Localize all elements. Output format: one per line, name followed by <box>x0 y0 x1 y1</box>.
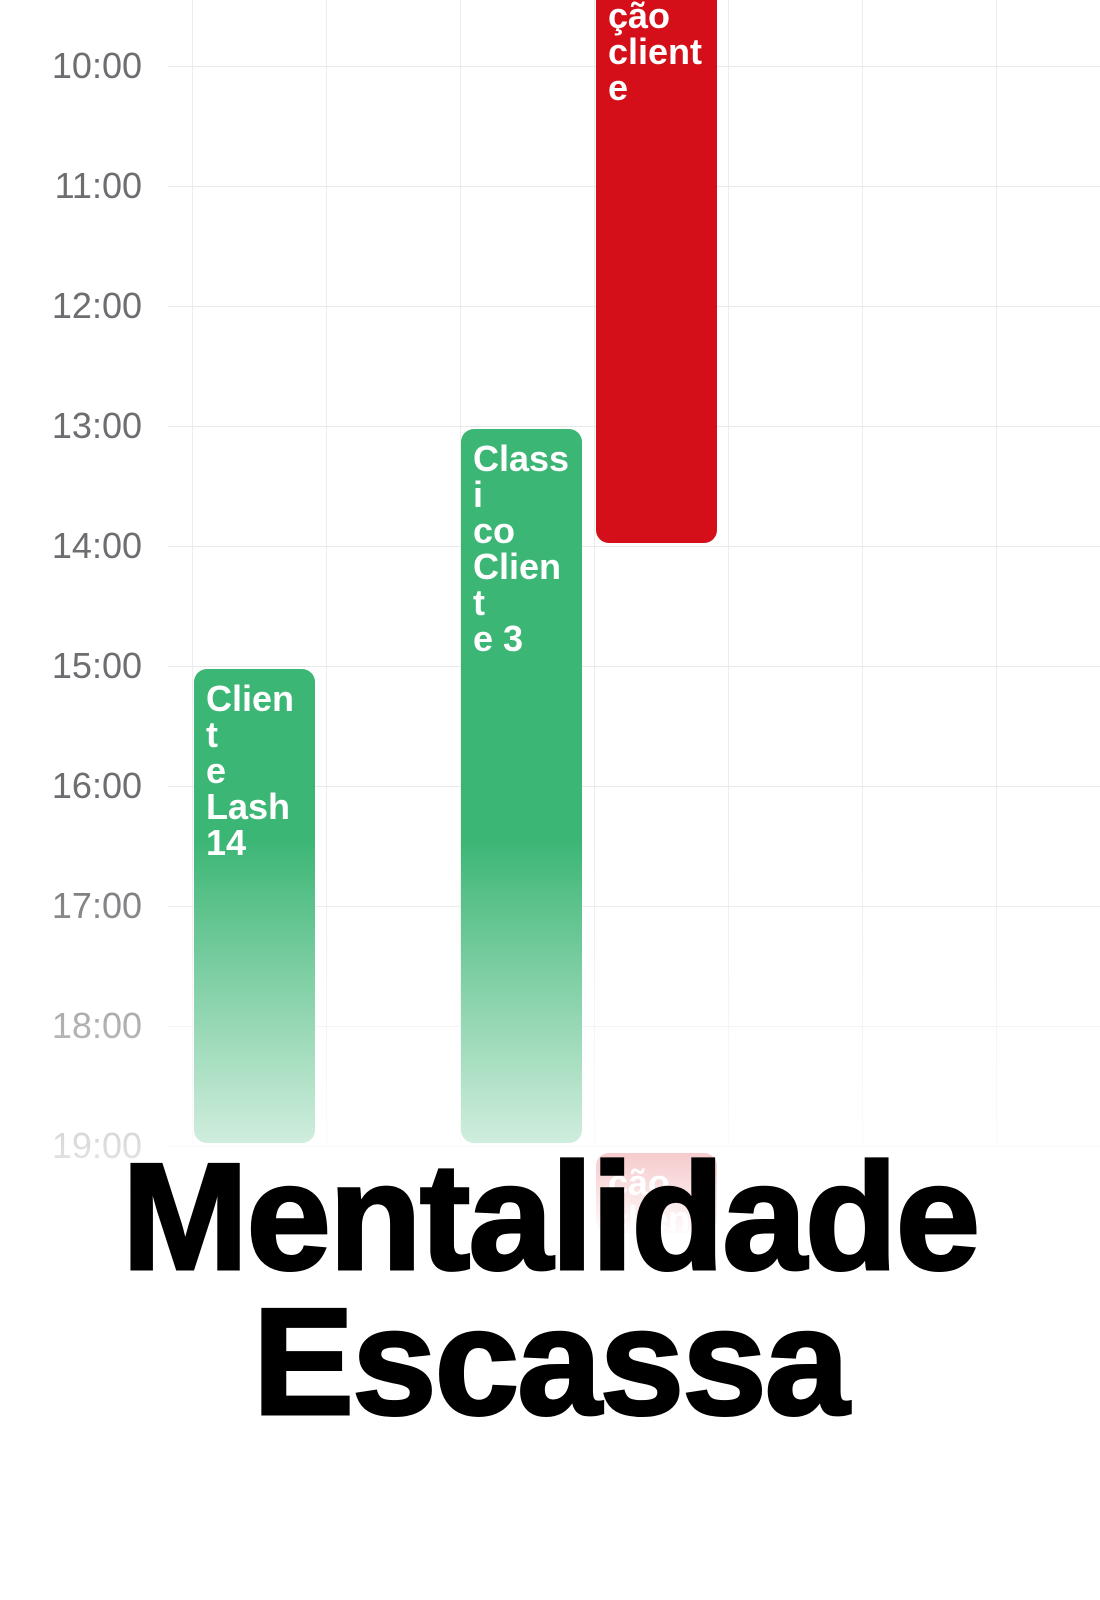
time-label-15: 15:00 <box>51 645 142 686</box>
event-title: Client e Lash 14 <box>206 678 295 863</box>
time-label-18: 18:00 <box>51 1005 142 1046</box>
page-title-line1: Mentalidade <box>120 1132 981 1302</box>
event-block-cliente-lash-14[interactable]: Client e Lash 14 <box>194 669 315 1143</box>
time-label-13: 13:00 <box>51 405 142 446</box>
time-label-10: 10:00 <box>51 45 142 86</box>
page-title-line2: Escassa <box>251 1277 851 1447</box>
time-label-14: 14:00 <box>51 525 142 566</box>
event-block-classico-cliente-3[interactable]: Classi co Client e 3 <box>461 429 582 1143</box>
event-title: ção client e <box>608 0 703 108</box>
time-label-12: 12:00 <box>51 285 142 326</box>
time-label-17: 17:00 <box>51 885 142 926</box>
event-block-cao-cliente[interactable]: ção client e <box>596 0 717 543</box>
page-title: Mentalidade Escassa <box>0 1132 1100 1447</box>
time-label-11: 11:00 <box>54 165 142 206</box>
time-label-16: 16:00 <box>51 765 142 806</box>
event-title: Classi co Client e 3 <box>473 438 570 659</box>
